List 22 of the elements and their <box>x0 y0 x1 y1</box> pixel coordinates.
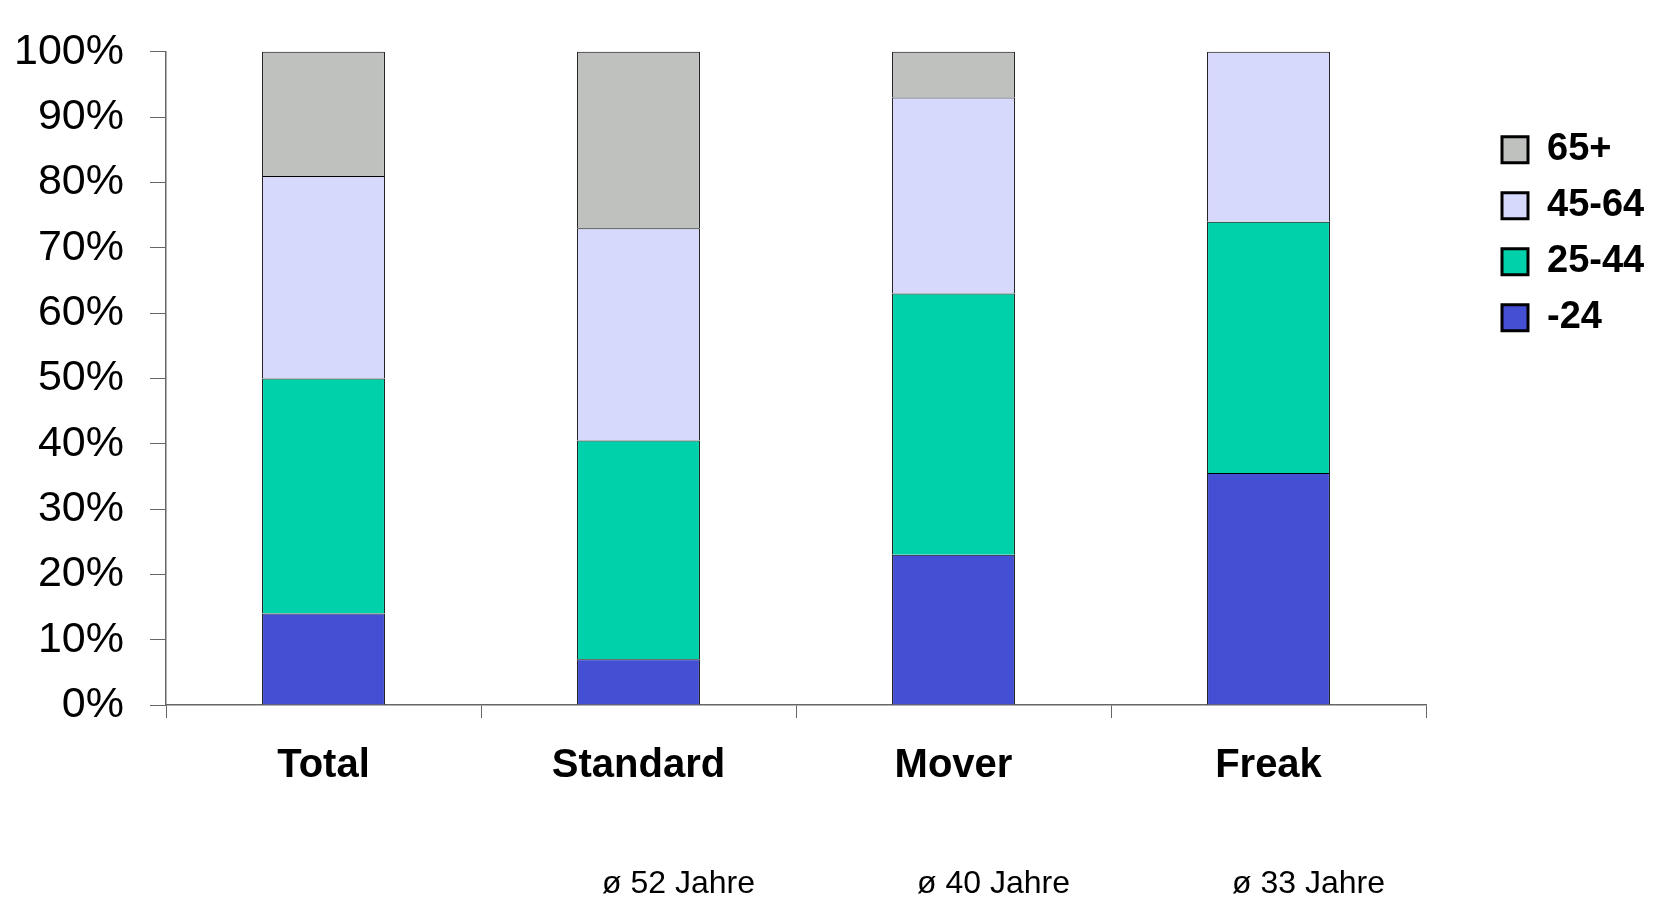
legend-label: -24 <box>1547 294 1602 337</box>
x-tick-label: Freak <box>1215 741 1323 786</box>
y-tick-label: 50% <box>37 351 124 400</box>
legend-label: 45-64 <box>1547 182 1645 225</box>
y-tick-label: 40% <box>37 416 124 465</box>
y-tick-label: 10% <box>37 612 124 661</box>
y-tick-label: 60% <box>37 285 124 334</box>
y-tick-label: 70% <box>37 220 124 269</box>
x-tick-label: Mover <box>894 741 1013 786</box>
y-tick-label: 100% <box>14 24 124 73</box>
y-tick-label: 90% <box>37 89 124 138</box>
y-tick-label: 80% <box>37 155 124 204</box>
text: ø 52 Jahre <box>602 863 755 899</box>
text: ø 33 Jahre <box>1232 863 1385 899</box>
text: ø 40 Jahre <box>917 863 1070 899</box>
x-tick-label: Standard <box>551 741 726 786</box>
y-tick-label: 30% <box>37 481 124 530</box>
legend-label: 25-44 <box>1547 238 1645 281</box>
legend-label: 65+ <box>1547 126 1612 169</box>
x-tick-label: Total <box>277 741 370 786</box>
y-tick-label: 20% <box>37 547 124 596</box>
y-tick-label: 0% <box>61 677 124 726</box>
